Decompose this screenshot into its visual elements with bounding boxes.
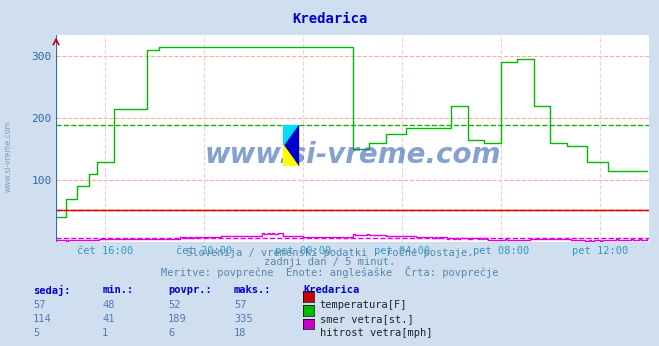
Text: sedaj:: sedaj: <box>33 285 71 297</box>
Polygon shape <box>283 145 298 166</box>
Text: 57: 57 <box>33 300 45 310</box>
Text: zadnji dan / 5 minut.: zadnji dan / 5 minut. <box>264 257 395 267</box>
Text: 57: 57 <box>234 300 246 310</box>
Text: Meritve: povprečne  Enote: anglešaške  Črta: povprečje: Meritve: povprečne Enote: anglešaške Črt… <box>161 266 498 278</box>
Bar <box>283 145 298 166</box>
Polygon shape <box>283 125 298 145</box>
Text: maks.:: maks.: <box>234 285 272 295</box>
Text: Kredarica: Kredarica <box>292 12 367 26</box>
Text: smer vetra[st.]: smer vetra[st.] <box>320 314 413 324</box>
Text: 48: 48 <box>102 300 115 310</box>
Text: www.si-vreme.com: www.si-vreme.com <box>3 120 13 192</box>
Text: 1: 1 <box>102 328 108 338</box>
Text: 114: 114 <box>33 314 51 324</box>
Text: povpr.:: povpr.: <box>168 285 212 295</box>
Text: 52: 52 <box>168 300 181 310</box>
Text: 6: 6 <box>168 328 174 338</box>
Text: www.si-vreme.com: www.si-vreme.com <box>204 141 501 169</box>
Text: 335: 335 <box>234 314 252 324</box>
Polygon shape <box>283 125 298 166</box>
Text: Slovenija / vremenski podatki - ročne postaje.: Slovenija / vremenski podatki - ročne po… <box>186 247 473 258</box>
Text: hitrost vetra[mph]: hitrost vetra[mph] <box>320 328 432 338</box>
Polygon shape <box>283 125 298 145</box>
Text: temperatura[F]: temperatura[F] <box>320 300 407 310</box>
Text: 41: 41 <box>102 314 115 324</box>
Text: 189: 189 <box>168 314 186 324</box>
Text: 18: 18 <box>234 328 246 338</box>
Text: Kredarica: Kredarica <box>303 285 359 295</box>
Text: 5: 5 <box>33 328 39 338</box>
Text: min.:: min.: <box>102 285 133 295</box>
